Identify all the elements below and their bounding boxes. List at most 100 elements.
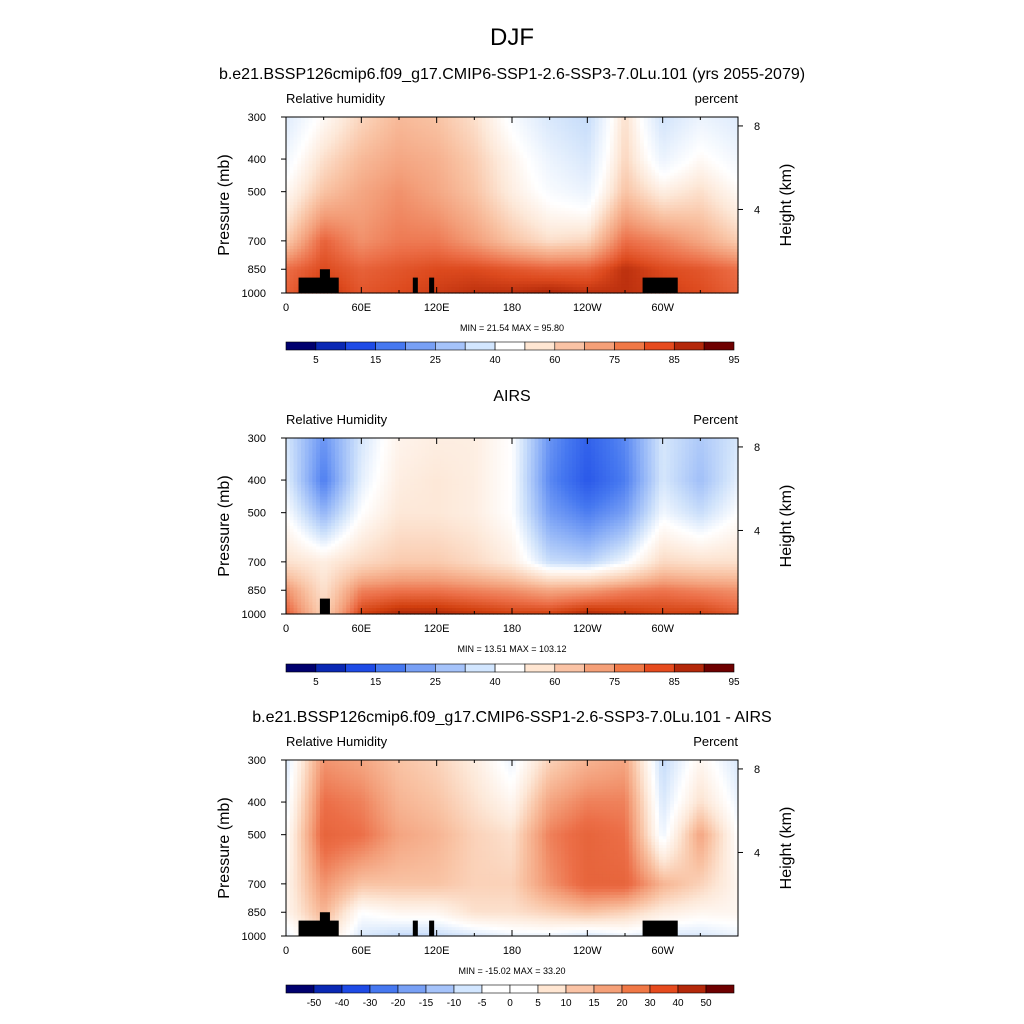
colorbar-swatch [405,341,436,351]
y-tick-label: 500 [248,830,266,842]
y-axis-title: Pressure (mb) [216,475,233,576]
colorbar-label: 60 [549,355,561,366]
colorbar-swatch [494,663,526,673]
y-tick-label: 700 [248,557,266,569]
colorbar-swatch [649,984,679,994]
land-mask [319,269,330,293]
heatmap-field [286,117,739,294]
colorbar-swatch [705,984,735,994]
panel-title: AIRS [493,388,530,405]
height-tick-label: 4 [754,847,760,859]
y-tick-label: 500 [248,187,266,199]
min-max-label: MIN = -15.02 MAX = 33.20 [458,966,565,976]
colorbar-label: -20 [391,998,406,1009]
colorbar-label: 40 [672,998,684,1009]
colorbar-swatch [565,984,595,994]
x-tick-label: 120E [424,623,450,635]
colorbar-swatch [509,984,539,994]
colorbar-swatch [285,663,317,673]
colorbar-swatch [524,341,556,351]
heatmap-field [286,760,739,937]
colorbar-swatch [673,341,705,351]
colorbar-swatch [554,663,585,673]
colorbar-label: 5 [535,998,541,1009]
colorbar-label: -50 [307,998,322,1009]
colorbar-swatch [435,341,466,351]
colorbar-swatch [315,663,347,673]
x-tick-label: 120W [573,302,602,314]
colorbar-swatch [375,341,406,351]
colorbar-swatch [494,341,526,351]
colorbar-swatch [315,341,347,351]
colorbar-swatch [405,663,436,673]
colorbar-label: 40 [490,355,502,366]
land-mask [412,920,418,936]
y-axis-title: Pressure (mb) [216,154,233,255]
land-mask [319,912,330,936]
y-tick-label: 1000 [242,609,266,621]
land-mask [642,920,678,936]
y-tick-label: 400 [248,797,266,809]
height-tick-label: 4 [754,525,760,537]
panel-1: b.e21.BSSP126cmip6.f09_g17.CMIP6-SSP1-2.… [216,66,805,366]
y2-axis-title: Height (km) [778,164,795,247]
colorbar-label: -10 [447,998,462,1009]
height-tick-label: 8 [754,121,760,133]
colorbar-swatch [341,984,371,994]
y-axis-title: Pressure (mb) [216,797,233,898]
x-tick-label: 180 [503,945,521,957]
panel-2: AIRS Relative Humidity Percent 0 60E 120E 180 1… [216,388,795,688]
y-tick-label: 700 [248,236,266,248]
colorbar-swatch [464,663,496,673]
colorbar-swatch [397,984,427,994]
colorbar-swatch [464,341,496,351]
colorbar-swatch [481,984,511,994]
colorbar-swatch [425,984,455,994]
colorbar-label: -30 [363,998,378,1009]
colorbar-label: 5 [313,677,319,688]
height-tick-label: 4 [754,204,760,216]
land-mask [412,277,418,293]
y2-axis-title: Height (km) [778,485,795,568]
land-mask [642,277,678,293]
colorbar-label: 15 [588,998,600,1009]
panel-3: b.e21.BSSP126cmip6.f09_g17.CMIP6-SSP1-2.… [216,709,795,1009]
colorbar-swatch [524,663,556,673]
colorbar-label: 10 [560,998,572,1009]
colorbar-swatch [614,663,645,673]
colorbar-swatch [644,663,675,673]
land-mask [298,920,339,936]
units-label: percent [695,91,739,106]
y-tick-label: 700 [248,879,266,891]
min-max-label: MIN = 21.54 MAX = 95.80 [460,323,564,333]
colorbar-label: 25 [430,355,442,366]
colorbar-label: -15 [419,998,434,1009]
y-tick-label: 300 [248,112,266,124]
land-mask [429,920,435,936]
y-tick-label: 850 [248,585,266,597]
colorbar-label: 0 [507,998,513,1009]
x-tick-label: 60E [352,623,372,635]
colorbar-swatch [313,984,343,994]
y2-axis-title: Height (km) [778,807,795,890]
colorbar-label: 15 [370,677,382,688]
y-tick-label: 400 [248,475,266,487]
x-tick-label: 0 [283,945,289,957]
colorbar-label: 85 [669,677,681,688]
colorbar-label: 95 [728,355,740,366]
land-mask [429,277,435,293]
colorbar: -50 -40 -30 -20 -15 -10 -5 0 5 10 15 20 30 40 50 [285,984,735,1009]
colorbar-swatch [584,663,615,673]
colorbar-swatch [537,984,567,994]
y-tick-label: 400 [248,154,266,166]
x-tick-label: 180 [503,623,521,635]
colorbar-label: 20 [616,998,628,1009]
colorbar-label: 15 [370,355,382,366]
x-tick-label: 120W [573,623,602,635]
x-tick-label: 60W [651,945,674,957]
colorbar-label: 85 [669,355,681,366]
x-tick-label: 60E [352,945,372,957]
colorbar-swatch [554,341,585,351]
colorbar-swatch [621,984,651,994]
